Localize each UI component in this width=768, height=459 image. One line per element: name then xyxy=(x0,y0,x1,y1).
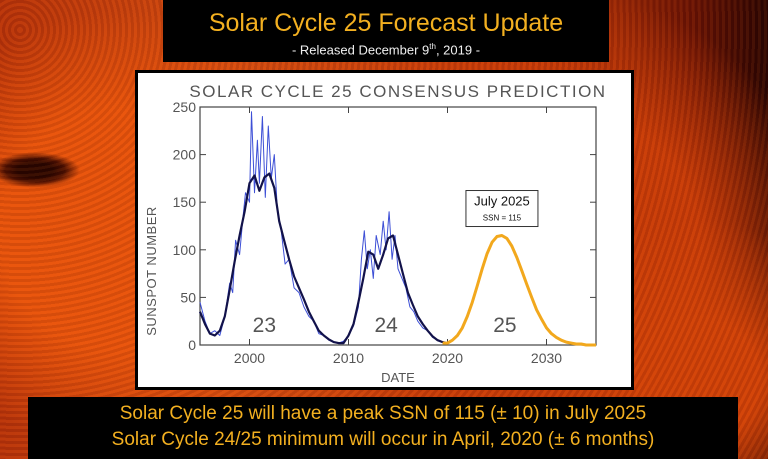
chart-title: SOLAR CYCLE 25 CONSENSUS PREDICTION xyxy=(189,82,606,101)
y-tick-label: 100 xyxy=(173,242,197,258)
y-tick-label: 0 xyxy=(188,337,196,353)
annotation-value: SSN = 115 xyxy=(483,214,522,223)
monthly-series-line xyxy=(199,111,447,344)
x-tick-label: 2000 xyxy=(234,350,265,366)
cycle-label: 23 xyxy=(253,314,276,337)
x-tick-label: 2010 xyxy=(333,350,364,366)
solar-cycle-chart: SOLAR CYCLE 25 CONSENSUS PREDICTION 0 50 1… xyxy=(138,73,631,387)
peak-prediction-text: Solar Cycle 25 will have a peak SSN of 1… xyxy=(119,403,647,424)
chart-series: 23 24 25 xyxy=(198,111,596,347)
y-tick-label: 200 xyxy=(173,147,197,163)
page-title: Solar Cycle 25 Forecast Update xyxy=(208,9,564,37)
minimum-prediction-text: Solar Cycle 24/25 minimum will occur in … xyxy=(111,429,655,450)
prediction-series-line xyxy=(442,234,596,347)
cycle-label: 24 xyxy=(374,314,398,337)
release-date-suffix: , 2019 - xyxy=(435,42,481,58)
y-axis-label: SUNSPOT NUMBER xyxy=(144,206,159,336)
annotation-title: July 2025 xyxy=(474,194,530,209)
title-banner: Solar Cycle 25 Forecast Update - Release… xyxy=(163,0,609,62)
plot-frame xyxy=(199,106,597,346)
smoothed-series-line xyxy=(198,172,447,345)
cycle-label: 25 xyxy=(493,314,516,337)
y-tick-label: 50 xyxy=(180,289,196,305)
annotation-box xyxy=(465,190,539,228)
x-axis-label: DATE xyxy=(381,370,415,385)
y-tick-label: 250 xyxy=(173,99,197,115)
chart-axes: 0 50 100 150 200 250 2000 2010 2020 2030 xyxy=(173,99,597,366)
summary-banner: Solar Cycle 25 will have a peak SSN of 1… xyxy=(28,397,738,459)
chart-annotation: July 2025 SSN = 115 xyxy=(465,190,539,228)
release-date-prefix: - Released December 9 xyxy=(291,42,430,58)
release-date-ordinal: th xyxy=(429,42,436,51)
release-date: - Released December 9th, 2019 - xyxy=(163,38,609,59)
x-tick-label: 2020 xyxy=(432,350,463,366)
y-tick-label: 150 xyxy=(173,194,197,210)
x-tick-label: 2030 xyxy=(531,350,562,366)
